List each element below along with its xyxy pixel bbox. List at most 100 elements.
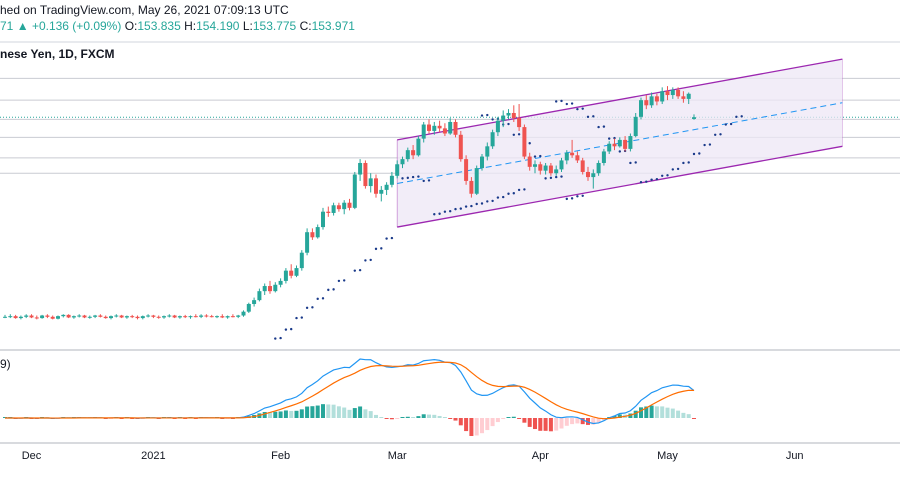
candle-body bbox=[639, 100, 643, 117]
sar-dot bbox=[358, 268, 362, 272]
macd-histogram-bar bbox=[458, 418, 463, 426]
signal-line bbox=[4, 361, 695, 420]
sar-dot bbox=[321, 297, 325, 300]
candle-body bbox=[172, 315, 177, 318]
candle-body bbox=[98, 315, 103, 317]
candle-body bbox=[596, 162, 601, 174]
candle-body bbox=[374, 178, 378, 194]
publish-info: hed on TradingView.com, May 26, 2021 07:… bbox=[0, 3, 289, 17]
sar-dot bbox=[454, 207, 457, 211]
candle-body bbox=[580, 160, 585, 172]
macd-histogram-bar bbox=[533, 418, 537, 430]
sar-dot bbox=[724, 123, 727, 126]
sar-dot bbox=[491, 118, 494, 121]
candle-body bbox=[34, 317, 39, 319]
macd-histogram-bar bbox=[490, 418, 495, 427]
candle-body bbox=[575, 155, 580, 161]
sar-dot bbox=[364, 259, 367, 262]
sar-dot bbox=[613, 136, 616, 140]
macd-histogram-bar bbox=[543, 418, 548, 431]
candle-body bbox=[533, 164, 537, 167]
candle-body bbox=[246, 303, 251, 312]
macd-indicator-label: 9) bbox=[0, 357, 11, 371]
candle-body bbox=[103, 316, 108, 319]
candle-body bbox=[501, 115, 506, 121]
sar-dot bbox=[390, 236, 394, 240]
sar-dot bbox=[597, 125, 600, 129]
candle-body bbox=[220, 316, 225, 318]
sar-dot bbox=[438, 212, 441, 215]
candle-body bbox=[326, 211, 331, 213]
candle-body bbox=[676, 89, 681, 97]
sar-dot bbox=[411, 175, 415, 179]
sar-dot bbox=[650, 178, 653, 181]
sar-dot bbox=[560, 175, 563, 178]
candle-body bbox=[252, 300, 257, 304]
close-label: C: bbox=[299, 19, 312, 33]
candle-body bbox=[564, 152, 569, 161]
high-label: H: bbox=[184, 19, 197, 33]
candle-body bbox=[93, 315, 98, 317]
sar-dot bbox=[618, 150, 621, 153]
macd-histogram-bar bbox=[575, 418, 580, 424]
macd-histogram-bar bbox=[480, 418, 484, 434]
sar-dot bbox=[512, 192, 515, 195]
sar-dot bbox=[523, 188, 526, 191]
macd-histogram-bar bbox=[649, 405, 654, 418]
sar-dot bbox=[740, 115, 743, 118]
sar-dot bbox=[480, 114, 484, 117]
sar-dot bbox=[337, 279, 341, 283]
x-tick-label: Dec bbox=[22, 450, 42, 462]
macd-histogram-bar bbox=[416, 416, 421, 418]
sar-dot bbox=[671, 168, 674, 171]
candle-body bbox=[469, 180, 474, 194]
macd-histogram-bar bbox=[421, 414, 426, 418]
candle-body bbox=[268, 286, 272, 292]
channel-upper-line bbox=[397, 58, 843, 141]
candle-body bbox=[273, 284, 278, 292]
candle-body bbox=[670, 89, 675, 96]
candle-body bbox=[257, 291, 262, 301]
sar-dot bbox=[417, 175, 420, 178]
macd-histogram-bar bbox=[495, 418, 500, 423]
macd-histogram-bar bbox=[580, 418, 585, 425]
ohlc-readout: 71 ▲ +0.136 (+0.09%) O:153.835 H:154.190… bbox=[0, 19, 355, 33]
open-value: 153.835 bbox=[137, 19, 181, 33]
sar-dot bbox=[517, 188, 521, 192]
candle-body bbox=[538, 164, 543, 171]
candle-body bbox=[119, 315, 124, 318]
candle-body bbox=[230, 316, 235, 318]
sar-dot bbox=[422, 179, 425, 183]
candle-body bbox=[421, 124, 426, 139]
macd-histogram-bar bbox=[469, 418, 474, 436]
sar-dot bbox=[533, 155, 537, 158]
candle-body bbox=[623, 139, 628, 149]
macd-histogram-bar bbox=[474, 418, 479, 436]
candle-body bbox=[522, 127, 527, 157]
sar-dot bbox=[570, 102, 574, 105]
macd-histogram-bar bbox=[294, 410, 299, 418]
sar-dot bbox=[661, 174, 664, 177]
macd-histogram-bar bbox=[268, 412, 272, 418]
last-price-fragment: 71 bbox=[0, 19, 14, 33]
macd-histogram-bar bbox=[485, 418, 490, 431]
candle-body bbox=[162, 316, 166, 318]
candle-body bbox=[379, 189, 384, 194]
candle-body bbox=[427, 124, 431, 131]
candle-body bbox=[310, 232, 315, 238]
macd-pane bbox=[3, 358, 696, 436]
sar-dot bbox=[486, 113, 489, 117]
sar-dot bbox=[592, 115, 595, 118]
sar-dot bbox=[666, 174, 669, 177]
macd-histogram-bar bbox=[331, 404, 336, 418]
candle-body bbox=[363, 162, 368, 187]
candle-body bbox=[495, 120, 500, 133]
candle-body bbox=[66, 314, 71, 318]
candle-body bbox=[416, 138, 421, 156]
x-tick-label: May bbox=[657, 450, 678, 462]
sar-dot bbox=[464, 205, 468, 208]
candle-body bbox=[321, 211, 325, 228]
candle-body bbox=[681, 96, 686, 99]
macd-histogram-bar bbox=[570, 418, 575, 425]
